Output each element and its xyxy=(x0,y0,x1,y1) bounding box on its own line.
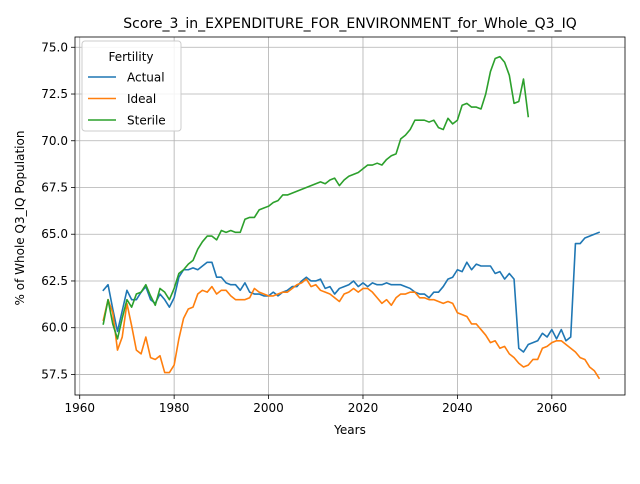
legend-title: Fertility xyxy=(108,50,153,64)
grid xyxy=(75,37,625,395)
series-layer xyxy=(102,55,601,380)
y-axis-ticks: 57.5 60.0 62.5 65.0 67.5 70.0 72.5 75.0 xyxy=(41,40,75,381)
y-tick-label: 57.5 xyxy=(41,367,68,381)
x-tick-label: 2000 xyxy=(253,401,284,415)
x-tick-label: 2020 xyxy=(348,401,379,415)
chart-title: Score_3_in_EXPENDITURE_FOR_ENVIRONMENT_f… xyxy=(123,16,576,32)
y-tick-label: 65.0 xyxy=(41,227,68,241)
x-axis-ticks: 1960 1980 2000 2020 2040 2060 xyxy=(64,395,567,415)
legend-label-actual: Actual xyxy=(127,71,165,85)
y-axis-label: % of Whole Q3_IQ Population xyxy=(13,131,27,306)
legend: Fertility Actual Ideal Sterile xyxy=(81,40,182,132)
legend-label-sterile: Sterile xyxy=(127,114,166,128)
series-line-ideal xyxy=(102,278,601,380)
x-tick-label: 2040 xyxy=(442,401,473,415)
legend-label-ideal: Ideal xyxy=(127,92,156,106)
legend-box xyxy=(81,40,182,132)
y-tick-label: 72.5 xyxy=(41,87,68,101)
y-tick-label: 67.5 xyxy=(41,180,68,194)
x-tick-label: 2060 xyxy=(537,401,568,415)
x-tick-label: 1980 xyxy=(159,401,190,415)
series-line-actual xyxy=(102,231,601,353)
y-tick-label: 62.5 xyxy=(41,274,68,288)
x-axis-label: Years xyxy=(333,423,366,437)
y-tick-label: 70.0 xyxy=(41,134,68,148)
y-tick-label: 75.0 xyxy=(41,40,68,54)
plot-frame xyxy=(74,36,626,396)
series-line-sterile xyxy=(102,55,530,340)
y-tick-label: 60.0 xyxy=(41,321,68,335)
x-tick-label: 1960 xyxy=(64,401,95,415)
